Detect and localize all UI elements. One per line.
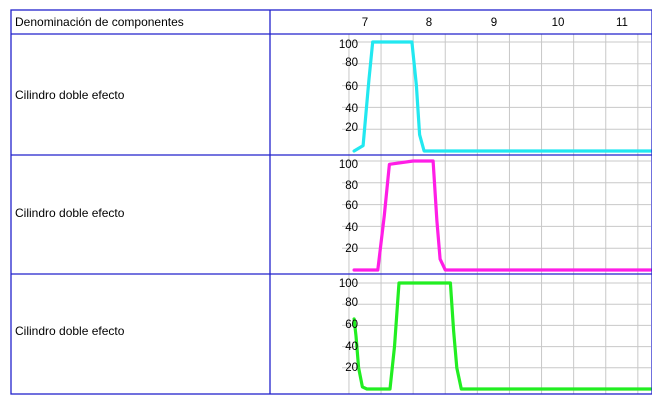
time-tick: 10: [552, 17, 565, 29]
traces: [352, 40, 652, 391]
y-tick: 80: [345, 180, 358, 192]
state-trace: [352, 40, 652, 153]
component-row[interactable]: Cilindro doble efecto 100 80 60 40 20: [15, 278, 358, 374]
y-tick: 60: [345, 319, 358, 331]
y-tick: 80: [345, 297, 358, 309]
state-trace: [352, 281, 652, 391]
y-axis-ticks: 100 80 60 40 20: [339, 278, 358, 374]
state-trace: [352, 159, 652, 272]
time-tick: 8: [426, 17, 432, 29]
time-tick: 7: [362, 17, 368, 29]
y-tick: 20: [345, 362, 358, 374]
y-tick: 20: [345, 243, 358, 255]
time-tick: 9: [491, 17, 497, 29]
y-tick: 60: [345, 81, 358, 93]
component-row[interactable]: Cilindro doble efecto 100 80 60 40 20: [15, 39, 358, 134]
component-label: Cilindro doble efecto: [15, 206, 125, 220]
column-title: Denominación de componentes: [15, 15, 184, 29]
y-tick: 40: [345, 103, 358, 115]
table-frame: [10, 9, 652, 395]
grid: [342, 34, 651, 394]
y-tick: 40: [345, 222, 358, 234]
time-axis: 7 8 9 10 11: [362, 17, 628, 29]
component-row[interactable]: Cilindro doble efecto 100 80 60 40 20: [15, 159, 358, 255]
y-tick: 100: [339, 278, 358, 290]
y-tick: 40: [345, 341, 358, 353]
y-axis-ticks: 100 80 60 40 20: [339, 39, 358, 134]
component-label: Cilindro doble efecto: [15, 88, 125, 102]
y-tick: 80: [345, 57, 358, 69]
component-label: Cilindro doble efecto: [15, 324, 125, 338]
time-tick: 11: [616, 17, 628, 29]
y-tick: 100: [339, 159, 358, 171]
y-tick: 100: [339, 39, 358, 51]
y-tick: 60: [345, 200, 358, 212]
y-axis-ticks: 100 80 60 40 20: [339, 159, 358, 255]
y-tick: 20: [345, 122, 358, 134]
